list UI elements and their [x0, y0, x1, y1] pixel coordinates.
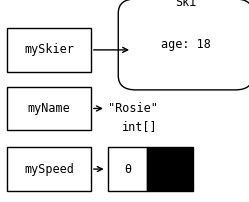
- Text: θ: θ: [124, 163, 131, 176]
- FancyBboxPatch shape: [7, 147, 91, 191]
- Text: myName: myName: [28, 102, 70, 115]
- Text: "Rosie": "Rosie": [108, 102, 158, 115]
- Text: mySpeed: mySpeed: [24, 163, 74, 176]
- Text: Ski: Ski: [175, 0, 196, 9]
- FancyBboxPatch shape: [147, 147, 193, 191]
- FancyBboxPatch shape: [118, 0, 249, 90]
- FancyBboxPatch shape: [7, 28, 91, 72]
- Text: age: 18: age: 18: [161, 38, 210, 51]
- FancyBboxPatch shape: [7, 87, 91, 130]
- FancyBboxPatch shape: [108, 147, 147, 191]
- Text: int[]: int[]: [122, 120, 157, 133]
- Text: mySkier: mySkier: [24, 43, 74, 57]
